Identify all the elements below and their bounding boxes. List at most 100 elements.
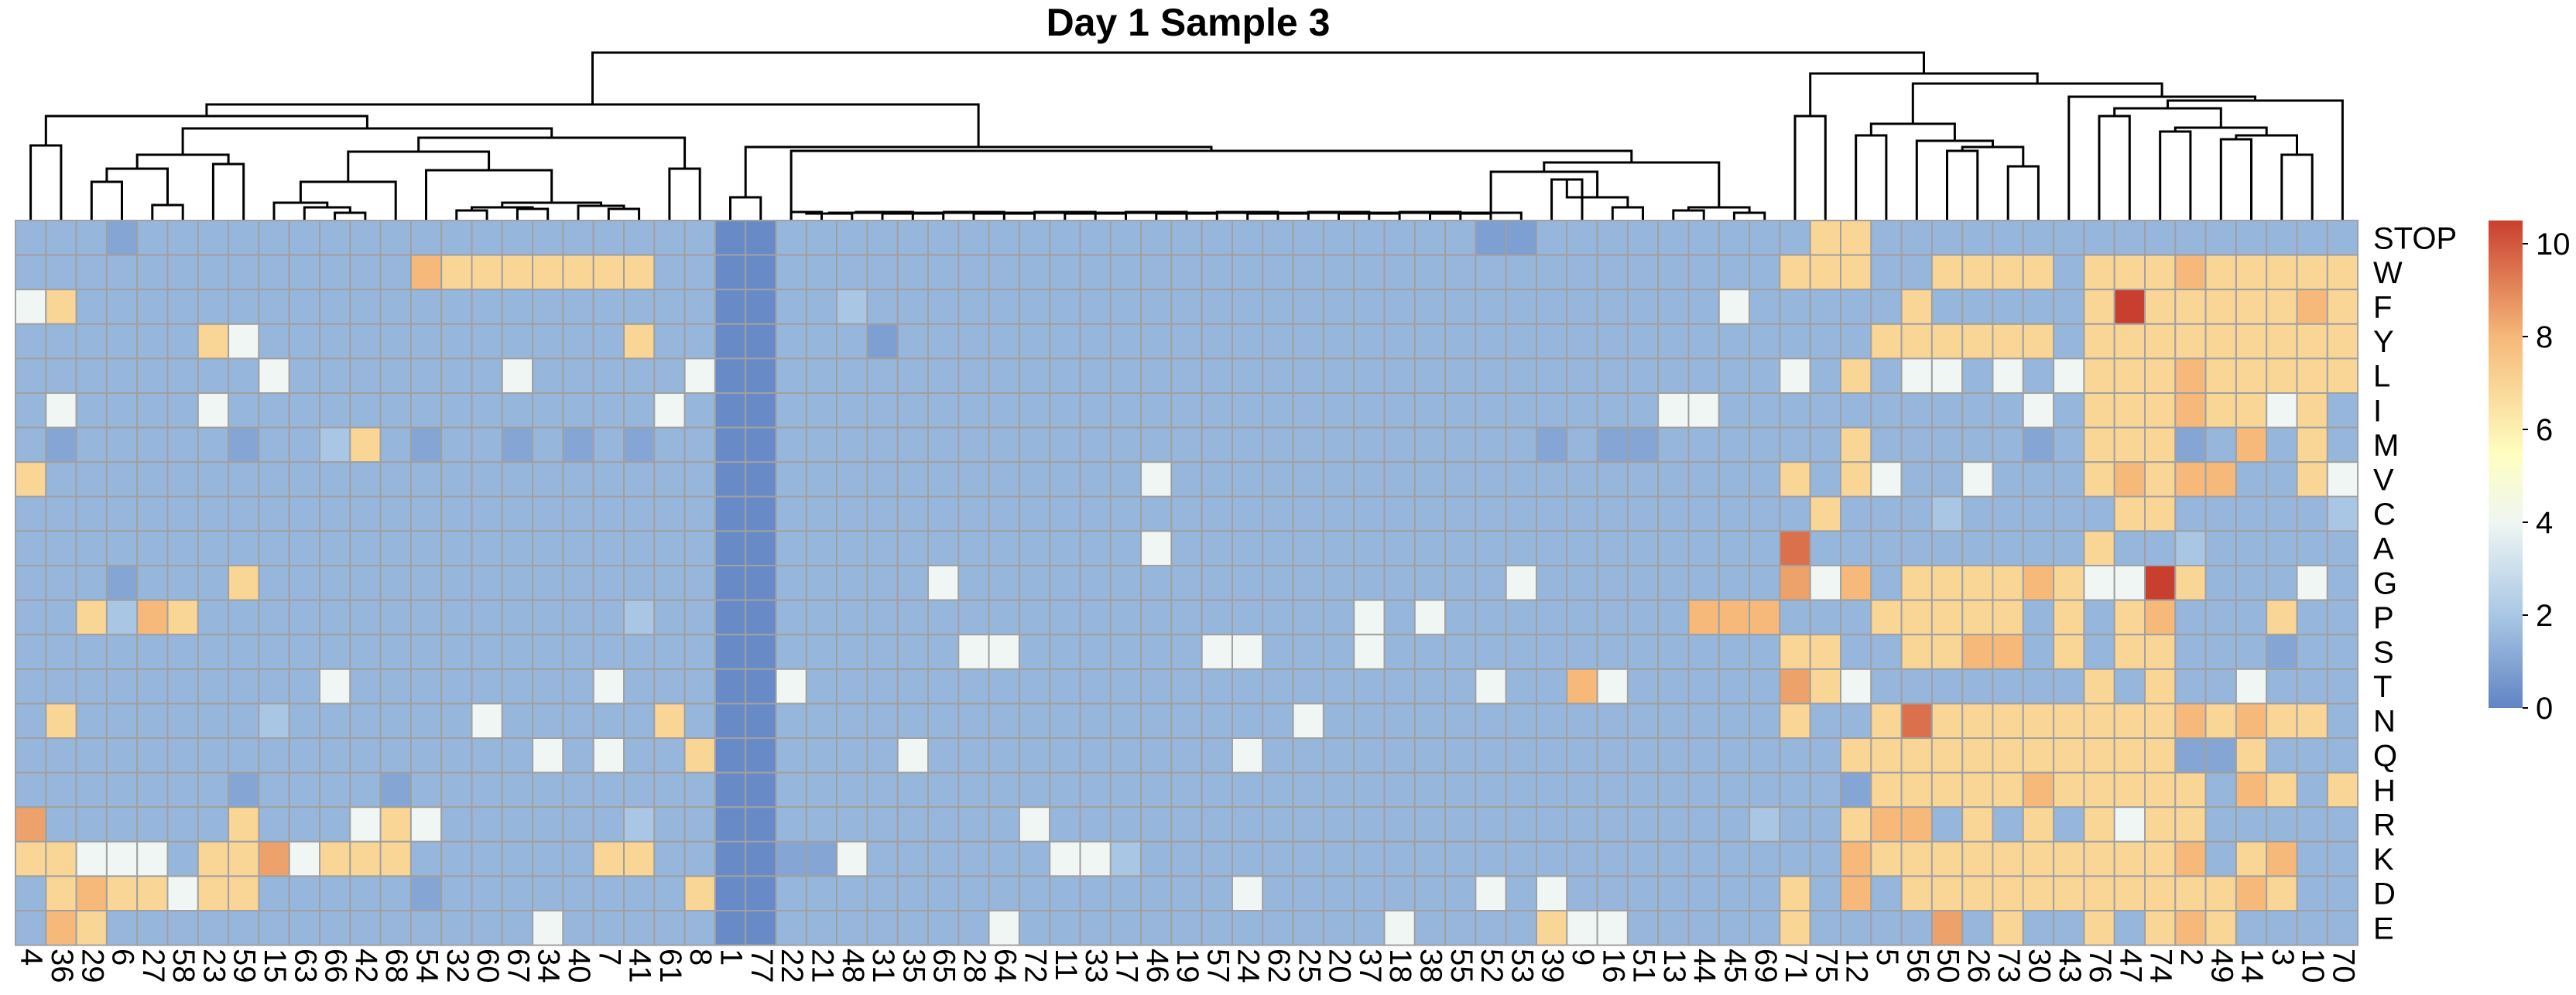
- heatmap-cell-R-31: [866, 806, 899, 843]
- heatmap-cell-P-51: [1626, 599, 1660, 636]
- heatmap-cell-D-19: [1170, 875, 1203, 912]
- heatmap-cell-G-26: [1961, 565, 1994, 601]
- heatmap-cell-V-5: [1870, 461, 1903, 498]
- heatmap-cell-E-73: [1992, 910, 2024, 946]
- heatmap-cell-D-1: [714, 875, 747, 912]
- heatmap-cell-I-26: [1961, 392, 1994, 429]
- row-label-K: K: [2373, 843, 2394, 877]
- heatmap-cell-M-16: [1596, 426, 1629, 463]
- heatmap-cell-I-61: [653, 392, 686, 429]
- heatmap-cell-S-34: [532, 634, 564, 670]
- heatmap-cell-A-30: [2022, 530, 2055, 567]
- heatmap-cell-Q-30: [2022, 737, 2055, 774]
- heatmap-cell-STOP-25: [1292, 220, 1324, 256]
- column-label-60: 60: [471, 949, 505, 983]
- heatmap-cell-H-42: [349, 771, 382, 809]
- heatmap-cell-G-37: [1353, 565, 1386, 601]
- heatmap-cell-Y-45: [1718, 323, 1751, 360]
- heatmap-cell-I-14: [2235, 392, 2268, 429]
- heatmap-cell-STOP-39: [1536, 220, 1568, 256]
- heatmap-cell-G-31: [866, 565, 899, 601]
- heatmap-cell-Q-60: [471, 737, 503, 774]
- heatmap-cell-N-19: [1170, 703, 1203, 740]
- heatmap-cell-P-49: [2204, 599, 2237, 636]
- heatmap-cell-W-56: [1900, 254, 1933, 291]
- heatmap-cell-C-23: [197, 495, 230, 532]
- heatmap-cell-T-56: [1900, 668, 1933, 705]
- heatmap-cell-Y-65: [927, 323, 960, 360]
- heatmap-cell-G-17: [1109, 565, 1142, 601]
- heatmap-cell-M-57: [1201, 426, 1233, 463]
- heatmap-cell-K-60: [471, 840, 503, 877]
- heatmap-cell-M-25: [1292, 426, 1324, 463]
- heatmap-cell-I-6: [105, 392, 139, 429]
- heatmap-cell-N-65: [927, 703, 960, 740]
- heatmap-cell-T-15: [258, 668, 290, 705]
- heatmap-cell-P-26: [1961, 599, 1994, 636]
- heatmap-cell-R-8: [683, 806, 716, 843]
- heatmap-cell-Q-17: [1109, 737, 1142, 774]
- heatmap-cell-T-11: [1049, 668, 1081, 705]
- heatmap-cell-K-74: [2144, 840, 2177, 877]
- heatmap-cell-STOP-19: [1170, 220, 1203, 256]
- heatmap-cell-P-35: [896, 599, 929, 636]
- heatmap-cell-Y-3: [2266, 323, 2298, 360]
- heatmap-cell-M-42: [349, 426, 382, 463]
- heatmap-cell-P-4: [15, 599, 47, 636]
- heatmap-cell-V-57: [1201, 461, 1233, 498]
- heatmap-cell-G-58: [166, 565, 199, 601]
- heatmap-cell-L-74: [2144, 357, 2177, 394]
- heatmap-cell-R-44: [1687, 806, 1720, 843]
- heatmap-cell-Y-61: [653, 323, 686, 360]
- heatmap-cell-S-11: [1049, 634, 1081, 670]
- heatmap-cell-Y-69: [1749, 323, 1781, 360]
- heatmap-cell-Q-9: [1566, 737, 1598, 774]
- heatmap-cell-N-76: [2083, 703, 2115, 740]
- heatmap-cell-P-31: [866, 599, 899, 636]
- heatmap-cell-E-68: [379, 910, 412, 946]
- heatmap-cell-I-7: [592, 392, 625, 429]
- heatmap-cell-T-49: [2204, 668, 2237, 705]
- heatmap-cell-M-20: [1322, 426, 1355, 463]
- heatmap-cell-L-32: [440, 357, 473, 394]
- heatmap-cell-L-47: [2113, 357, 2146, 394]
- heatmap-cell-V-42: [349, 461, 382, 498]
- heatmap-cell-S-48: [836, 634, 868, 670]
- heatmap-cell-I-66: [319, 392, 351, 429]
- heatmap-cell-T-50: [1930, 668, 1964, 705]
- heatmap-cell-K-54: [409, 840, 443, 877]
- heatmap-cell-S-22: [775, 634, 807, 670]
- heatmap-cell-S-4: [15, 634, 47, 670]
- heatmap-cell-Q-22: [775, 737, 807, 774]
- heatmap-cell-S-19: [1170, 634, 1203, 670]
- heatmap-cell-V-23: [197, 461, 230, 498]
- heatmap-cell-S-21: [805, 634, 838, 670]
- heatmap-cell-M-53: [1505, 426, 1537, 463]
- heatmap-cell-V-77: [745, 461, 777, 498]
- heatmap-cell-STOP-44: [1687, 220, 1720, 256]
- heatmap-cell-E-32: [440, 910, 473, 946]
- heatmap-cell-Y-59: [228, 323, 260, 360]
- heatmap-cell-D-65: [927, 875, 960, 912]
- heatmap-cell-W-26: [1961, 254, 1994, 291]
- heatmap-cell-V-41: [623, 461, 656, 498]
- heatmap-cell-R-42: [349, 806, 382, 843]
- heatmap-cell-E-19: [1170, 910, 1203, 946]
- heatmap-cell-R-77: [745, 806, 777, 843]
- heatmap-cell-STOP-61: [653, 220, 686, 256]
- heatmap-cell-W-37: [1353, 254, 1386, 291]
- heatmap-cell-H-2: [2174, 771, 2207, 809]
- heatmap-cell-H-51: [1626, 771, 1660, 809]
- heatmap-cell-L-38: [1413, 357, 1447, 394]
- heatmap-cell-T-16: [1596, 668, 1629, 705]
- heatmap-cell-T-29: [75, 668, 108, 705]
- heatmap-cell-L-2: [2174, 357, 2207, 394]
- heatmap-cell-D-21: [805, 875, 838, 912]
- heatmap-cell-STOP-12: [1840, 220, 1872, 256]
- heatmap-cell-T-3: [2266, 668, 2298, 705]
- heatmap-cell-C-70: [2326, 495, 2359, 532]
- heatmap-cell-M-10: [2296, 426, 2328, 463]
- heatmap-cell-P-11: [1049, 599, 1081, 636]
- column-label-22: 22: [775, 949, 809, 983]
- heatmap-cell-Q-74: [2144, 737, 2177, 774]
